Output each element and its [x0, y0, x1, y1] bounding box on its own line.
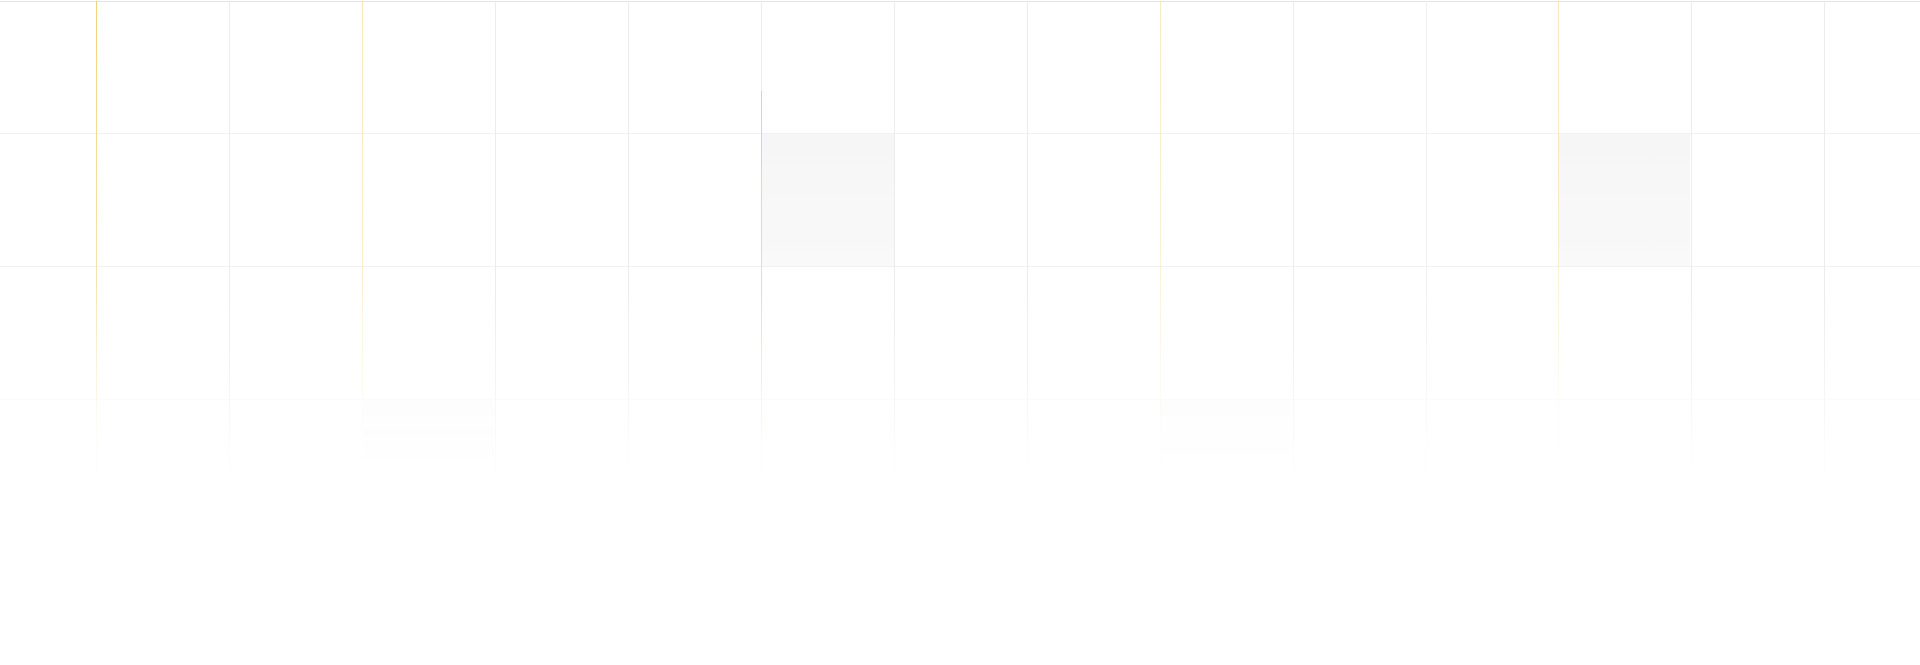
column-line [1160, 1, 1161, 471]
column-line [894, 1, 895, 471]
row-divider [0, 266, 1920, 267]
grid-cell-highlighted[interactable] [1558, 134, 1690, 266]
column-line [1426, 1, 1427, 471]
column-line [761, 1, 762, 91]
grid-cell-divider [364, 430, 494, 434]
column-line [628, 1, 629, 471]
grid-cell-highlighted[interactable] [364, 400, 494, 472]
column-line [1824, 1, 1825, 471]
column-line [761, 90, 762, 470]
column-line [1691, 1, 1692, 471]
grid-cell-highlighted[interactable] [1160, 400, 1290, 468]
top-border [0, 1, 1920, 2]
column-line [495, 1, 496, 471]
grid-cell-highlighted[interactable] [762, 134, 894, 266]
column-line [1558, 1, 1559, 471]
row-divider [0, 133, 1920, 134]
column-line [1293, 1, 1294, 471]
column-line [96, 1, 97, 471]
column-line [362, 1, 363, 471]
column-line [229, 1, 230, 471]
column-line [1027, 1, 1028, 471]
row-divider [0, 399, 1920, 400]
